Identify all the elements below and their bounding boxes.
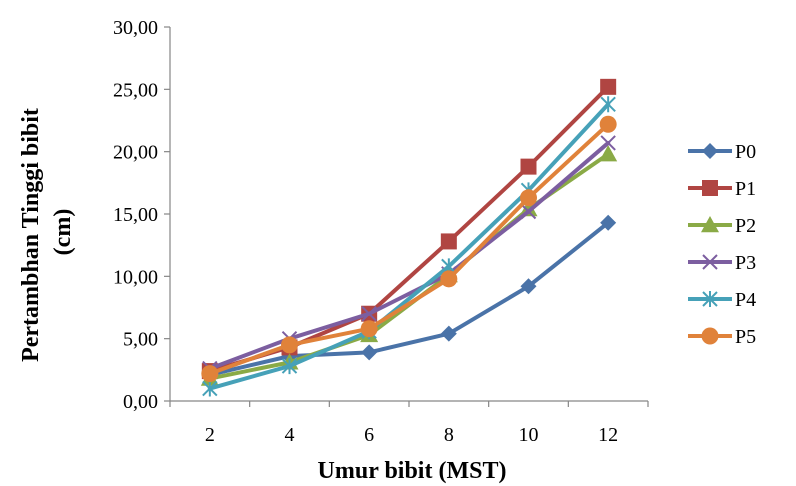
data-point: [361, 344, 378, 361]
x-tick-label: 8: [444, 424, 454, 446]
y-tick-label: 10,00: [113, 266, 158, 288]
y-axis-title-line-2: (cm): [50, 209, 76, 256]
data-point: [440, 270, 458, 288]
y-tick-label: 15,00: [113, 204, 158, 226]
series-layer: [200, 78, 618, 397]
data-point: [520, 278, 537, 295]
x-tick-label: 6: [364, 424, 374, 446]
series-line: [207, 140, 611, 371]
legend-item-p3: P3: [688, 252, 756, 274]
tick-labels: 0,00 5,00 10,00 15,00 20,00 25,00 30,00 2 4 6 8 10 1…: [113, 17, 618, 446]
axes: [164, 26, 649, 407]
y-tick-label: 5,00: [123, 329, 158, 351]
legend-label: P0: [735, 141, 756, 163]
legend-item-p1: P1: [688, 178, 756, 200]
data-point: [599, 115, 617, 133]
data-point: [202, 380, 218, 397]
series-line: [207, 102, 611, 391]
legend-marker: [702, 143, 718, 159]
legend-marker: [701, 216, 719, 233]
series-p5: [201, 115, 617, 383]
y-tick-label: 0,00: [123, 391, 158, 413]
x-tick-label: 4: [285, 424, 295, 446]
y-tick-label: 25,00: [113, 79, 158, 101]
legend: P0 P1 P2 P3 P4 P5: [688, 141, 756, 348]
x-tick-label: 10: [519, 424, 539, 446]
data-point: [520, 189, 537, 207]
data-point: [599, 145, 618, 162]
y-tick-label: 20,00: [113, 142, 158, 164]
legend-marker: [702, 254, 718, 270]
legend-label: P3: [735, 252, 756, 274]
data-point: [520, 203, 537, 220]
legend-item-p4: P4: [688, 289, 756, 311]
legend-item-p2: P2: [688, 215, 756, 237]
data-point: [520, 158, 537, 175]
data-point: [440, 325, 457, 342]
series-p3: [202, 135, 616, 377]
legend-marker: [702, 180, 718, 196]
y-tick-label: 30,00: [113, 17, 158, 39]
data-point: [600, 135, 616, 151]
legend-label: P1: [735, 178, 756, 200]
data-point: [600, 78, 617, 95]
x-axis-title: Umur bibit (MST): [318, 458, 507, 484]
data-point: [440, 233, 457, 250]
data-point: [519, 200, 538, 217]
legend-item-p5: P5: [688, 326, 756, 348]
data-point: [600, 96, 616, 113]
legend-label: P5: [735, 326, 756, 348]
y-axis-title: Pertambhan Tinggi bibit (cm): [18, 102, 76, 362]
legend-label: P2: [735, 215, 756, 237]
legend-marker: [702, 291, 718, 307]
x-tick-label: 2: [205, 424, 215, 446]
y-axis-title-line-1: Pertambhan Tinggi bibit: [18, 108, 44, 362]
data-point: [360, 320, 378, 338]
data-point: [281, 336, 298, 354]
data-point: [600, 214, 617, 231]
legend-label: P4: [735, 289, 756, 311]
series-line: [207, 220, 611, 377]
series-line: [207, 122, 611, 376]
data-point: [361, 306, 377, 322]
legend-marker: [701, 327, 719, 345]
data-point: [281, 358, 298, 375]
series-line: [207, 84, 611, 374]
x-tick-label: 12: [598, 424, 618, 446]
legend-item-p0: P0: [688, 141, 756, 163]
data-point: [201, 365, 219, 383]
series-p1: [201, 78, 617, 380]
